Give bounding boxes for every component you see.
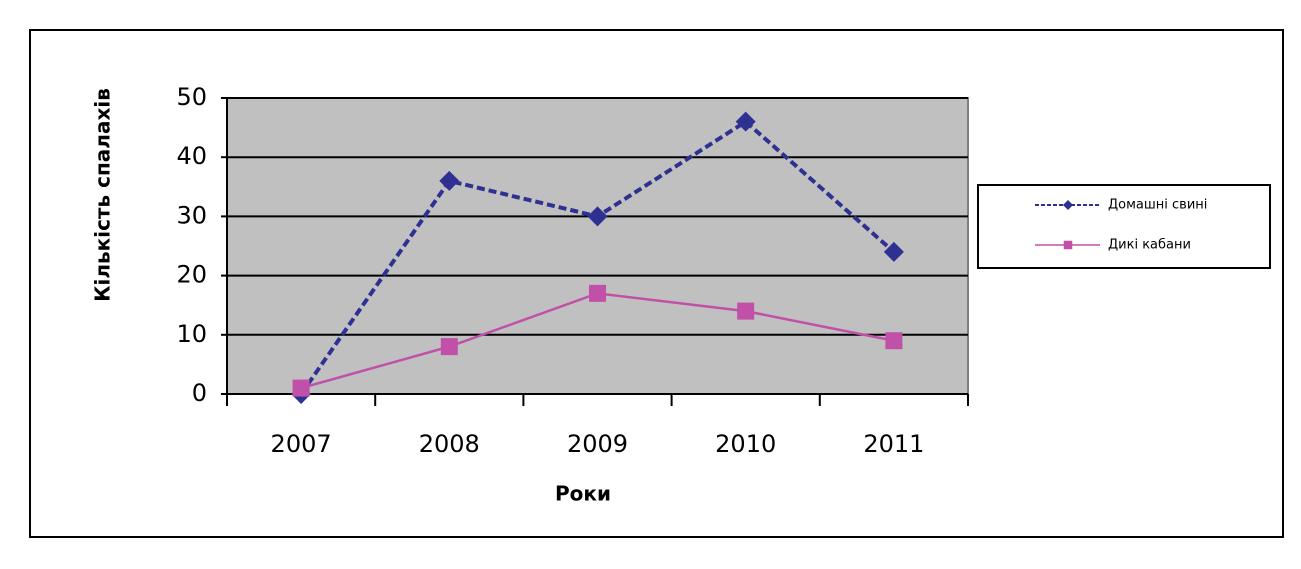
x-tick-label: 2010 xyxy=(715,430,776,458)
y-tick-label: 20 xyxy=(176,261,207,289)
y-tick-label: 10 xyxy=(176,320,207,348)
plot-area xyxy=(226,97,969,395)
legend-marker xyxy=(1063,200,1073,210)
y-axis-title: Кількість спалахів xyxy=(91,88,115,302)
x-tick-label: 2007 xyxy=(271,430,332,458)
y-tick-label: 0 xyxy=(192,379,207,407)
data-point xyxy=(439,170,460,191)
data-point xyxy=(292,379,310,397)
x-axis-title: Роки xyxy=(555,482,611,506)
legend-label: Домашні свині xyxy=(1108,198,1207,213)
y-tick-label: 50 xyxy=(176,83,207,111)
data-point xyxy=(885,332,903,350)
data-point xyxy=(737,302,755,320)
data-point xyxy=(440,338,458,356)
data-point xyxy=(587,206,608,227)
x-tick-label: 2009 xyxy=(567,430,628,458)
data-point xyxy=(735,111,756,132)
y-tick-label: 30 xyxy=(176,201,207,229)
x-tick-label: 2011 xyxy=(863,430,924,458)
legend-label: Дикі кабани xyxy=(1108,238,1191,253)
data-point xyxy=(883,241,904,262)
y-tick-label: 40 xyxy=(176,142,207,170)
x-tick-label: 2008 xyxy=(419,430,480,458)
data-point xyxy=(589,284,606,302)
legend-marker xyxy=(1063,240,1073,250)
legend-box xyxy=(977,184,1271,269)
